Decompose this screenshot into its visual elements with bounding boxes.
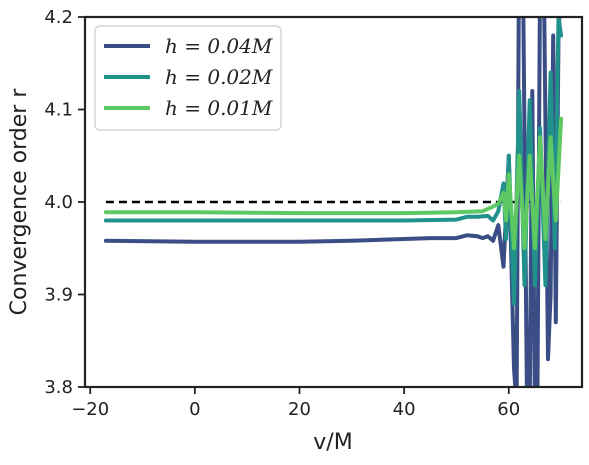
y-tick-label: 3.8: [44, 377, 73, 398]
legend-label-1: h = 0.04M: [165, 34, 273, 58]
plot-frame: [83, 15, 584, 389]
y-axis-label: Convergence order r: [7, 88, 32, 316]
plot-area: [103, 17, 564, 387]
legend-label-3: h = 0.01M: [165, 96, 273, 120]
legend: h = 0.04M h = 0.02M h = 0.01M: [94, 25, 282, 131]
y-tick-label: 4.0: [44, 192, 73, 213]
x-tick-label: 40: [393, 399, 416, 420]
legend-box: [94, 25, 282, 131]
x-tick-label: −20: [71, 399, 109, 420]
series-line-1: [103, 17, 562, 387]
y-axis-ticks: 3.8 3.9 4.0 4.1 4.2: [44, 7, 85, 398]
legend-label-2: h = 0.02M: [165, 65, 273, 89]
series-line-3: [103, 116, 564, 251]
x-tick-label: 60: [497, 399, 520, 420]
x-axis-ticks: −20 0 20 40 60: [71, 387, 520, 420]
y-tick-label: 4.1: [44, 100, 73, 121]
series-layer: [103, 17, 564, 387]
x-tick-label: 20: [288, 399, 311, 420]
x-axis-label: v/M: [313, 430, 352, 455]
y-tick-label: 3.9: [44, 285, 73, 306]
x-tick-label: 0: [189, 399, 200, 420]
y-tick-label: 4.2: [44, 7, 73, 28]
